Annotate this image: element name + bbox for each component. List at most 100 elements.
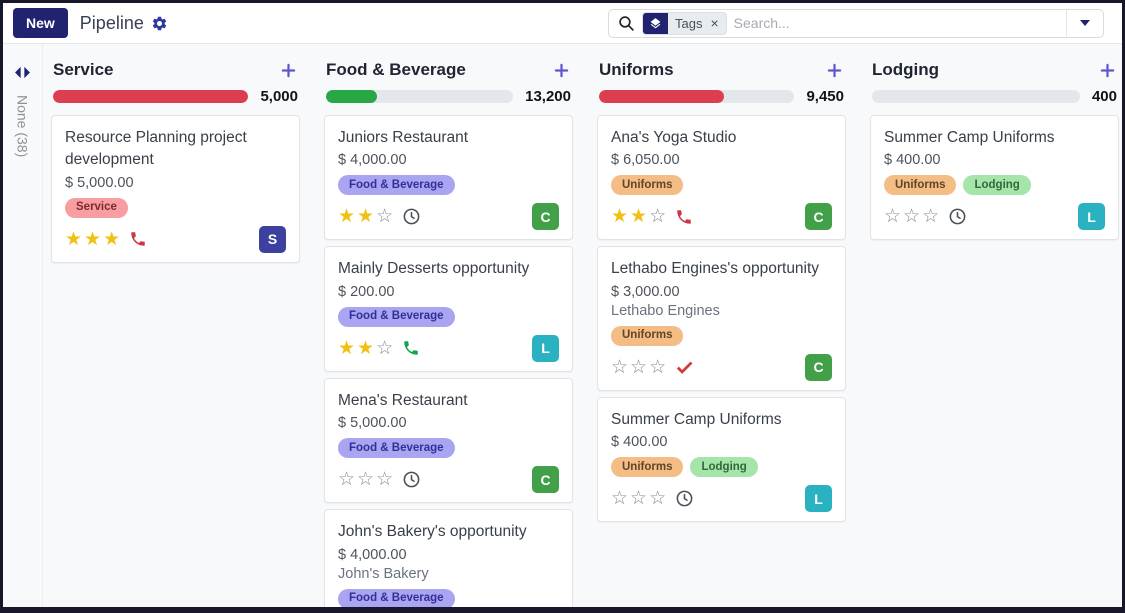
card-tags: Uniforms Lodging xyxy=(611,457,832,478)
star-icon[interactable]: ★ xyxy=(611,206,629,228)
star-icon[interactable]: ☆ xyxy=(611,356,629,378)
star-icon[interactable]: ★ xyxy=(84,228,102,250)
column-header: Uniforms xyxy=(597,58,846,86)
caret-down-icon xyxy=(1080,20,1090,26)
add-record-button[interactable] xyxy=(1098,61,1117,80)
star-icon[interactable]: ☆ xyxy=(649,488,667,510)
gear-icon[interactable] xyxy=(151,15,168,32)
card-amount: $ 6,050.00 xyxy=(611,152,680,169)
column-progressbar[interactable] xyxy=(872,90,1080,103)
kanban-card[interactable]: Ana's Yoga Studio $ 6,050.00 Uniforms ★ ★ ☆ C xyxy=(597,115,846,241)
salesperson-avatar: C xyxy=(532,466,559,494)
kanban-card[interactable]: Mainly Desserts opportunity $ 200.00 Food … xyxy=(324,246,573,372)
tag-pill: Lodging xyxy=(963,175,1031,196)
column-total: 400 xyxy=(1091,88,1117,105)
facet-remove-icon[interactable]: × xyxy=(710,15,719,31)
clock-activity-icon[interactable] xyxy=(402,207,421,226)
salesperson-avatar: L xyxy=(805,485,832,513)
page-title: Pipeline xyxy=(79,12,144,33)
star-rating: ☆ ☆ ☆ xyxy=(884,207,939,226)
column-progressbar[interactable] xyxy=(326,90,514,103)
kanban-card[interactable]: Juniors Restaurant $ 4,000.00 Food & Bever… xyxy=(324,115,573,241)
kanban-card[interactable]: Summer Camp Uniforms $ 400.00 Uniforms Lodg… xyxy=(597,396,846,523)
clock-activity-icon[interactable] xyxy=(948,207,967,226)
add-record-button[interactable] xyxy=(825,61,844,80)
clock-activity-icon[interactable] xyxy=(402,470,421,489)
folded-column-none[interactable]: None (38) xyxy=(3,44,43,607)
kanban-card[interactable]: Mena's Restaurant $ 5,000.00 Food & Bevera… xyxy=(324,377,573,504)
phone-activity-icon[interactable] xyxy=(402,339,420,357)
star-icon[interactable]: ☆ xyxy=(903,206,921,228)
card-footer: ☆ ☆ ☆ C xyxy=(611,353,832,381)
kanban-card[interactable]: Resource Planning project development $ 5… xyxy=(51,115,300,263)
tag-pill: Uniforms xyxy=(611,325,684,346)
breadcrumb-area: New Pipeline xyxy=(13,8,168,38)
tag-pill: Food & Beverage xyxy=(338,175,455,196)
kanban-card[interactable]: Lethabo Engines's opportunity $ 3,000.00 L… xyxy=(597,246,846,391)
card-footer: ★ ★ ☆ C xyxy=(611,203,832,231)
star-icon[interactable]: ☆ xyxy=(611,488,629,510)
star-icon[interactable]: ☆ xyxy=(922,206,940,228)
star-icon[interactable]: ★ xyxy=(338,206,356,228)
star-icon[interactable]: ☆ xyxy=(376,206,394,228)
check-activity-icon[interactable] xyxy=(675,358,694,377)
card-amount: $ 5,000.00 xyxy=(338,415,407,432)
star-icon[interactable]: ☆ xyxy=(884,206,902,228)
star-icon[interactable]: ☆ xyxy=(357,469,375,491)
folded-column-label[interactable]: None (38) xyxy=(14,95,31,158)
tag-pill: Food & Beverage xyxy=(338,306,455,327)
add-record-button[interactable] xyxy=(279,61,298,80)
star-icon[interactable]: ★ xyxy=(630,206,648,228)
star-icon[interactable]: ★ xyxy=(338,337,356,359)
star-icon[interactable]: ☆ xyxy=(376,469,394,491)
salesperson-avatar: C xyxy=(805,353,832,381)
search-icon xyxy=(618,15,635,32)
star-icon[interactable]: ☆ xyxy=(649,356,667,378)
card-amount: $ 4,000.00 xyxy=(338,546,407,563)
star-rating: ☆ ☆ ☆ xyxy=(611,358,666,377)
layers-icon xyxy=(643,12,668,34)
card-list: Summer Camp Uniforms $ 400.00 Uniforms Lodg… xyxy=(870,115,1119,241)
clock-activity-icon[interactable] xyxy=(675,489,694,508)
star-icon[interactable]: ☆ xyxy=(630,356,648,378)
progressbar-fill xyxy=(53,90,249,103)
star-rating: ★ ★ ☆ xyxy=(611,207,666,226)
card-title: John's Bakery's opportunity xyxy=(338,523,527,541)
card-footer: ★ ★ ☆ C xyxy=(338,203,559,231)
star-icon[interactable]: ★ xyxy=(103,228,121,250)
card-tags: Food & Beverage xyxy=(338,438,559,459)
phone-activity-icon[interactable] xyxy=(675,208,693,226)
star-icon[interactable]: ★ xyxy=(357,206,375,228)
star-icon[interactable]: ☆ xyxy=(338,469,356,491)
column-total: 13,200 xyxy=(525,88,571,105)
phone-activity-icon[interactable] xyxy=(129,230,147,248)
star-icon[interactable]: ☆ xyxy=(649,206,667,228)
column-title: Service xyxy=(53,60,114,79)
column-title: Uniforms xyxy=(599,60,674,79)
unfold-icon[interactable] xyxy=(15,66,30,79)
tag-pill: Service xyxy=(65,197,128,218)
star-icon[interactable]: ★ xyxy=(65,228,83,250)
star-icon[interactable]: ☆ xyxy=(630,488,648,510)
column-header: Service xyxy=(51,58,300,86)
column-progressbar[interactable] xyxy=(599,90,795,103)
card-amount: $ 3,000.00 xyxy=(611,283,680,300)
card-footer: ☆ ☆ ☆ C xyxy=(338,466,559,494)
salesperson-avatar: L xyxy=(532,334,559,362)
kanban-card[interactable]: Summer Camp Uniforms $ 400.00 Uniforms Lodg… xyxy=(870,115,1119,241)
card-partner: John's Bakery xyxy=(338,565,429,582)
search-input[interactable]: Search... xyxy=(733,15,790,31)
new-button[interactable]: New xyxy=(13,8,68,38)
add-record-button[interactable] xyxy=(552,61,571,80)
star-icon[interactable]: ★ xyxy=(357,337,375,359)
card-title: Lethabo Engines's opportunity xyxy=(611,260,820,278)
kanban-card[interactable]: John's Bakery's opportunity $ 4,000.00 Joh… xyxy=(324,509,573,607)
column-progressbar[interactable] xyxy=(53,90,249,103)
search-bar[interactable]: Tags × Search... xyxy=(608,8,1104,38)
card-tags: Uniforms xyxy=(611,325,832,346)
star-icon[interactable]: ☆ xyxy=(376,337,394,359)
tag-pill: Food & Beverage xyxy=(338,438,455,459)
column-progress-row: 5,000 xyxy=(51,86,300,115)
card-tags: Service xyxy=(65,197,286,218)
search-dropdown-toggle[interactable] xyxy=(1066,9,1103,37)
